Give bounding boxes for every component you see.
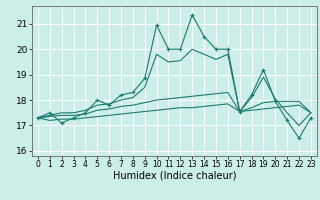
X-axis label: Humidex (Indice chaleur): Humidex (Indice chaleur) xyxy=(113,171,236,181)
